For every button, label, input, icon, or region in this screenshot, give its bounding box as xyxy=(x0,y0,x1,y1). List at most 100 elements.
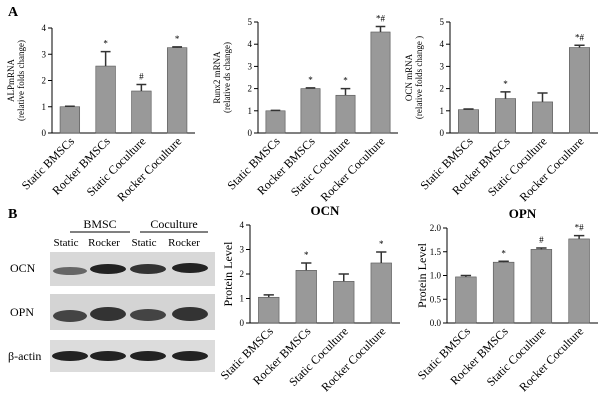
band xyxy=(172,307,208,321)
chart-title: OPN xyxy=(509,206,537,221)
panel-label: A xyxy=(8,5,19,20)
y-tick-label: 0 xyxy=(240,318,245,328)
annotation: * xyxy=(501,248,506,258)
error-bar xyxy=(172,46,183,48)
y-tick-label: 0 xyxy=(42,128,47,138)
bar xyxy=(455,276,477,324)
bands xyxy=(52,263,208,361)
bar xyxy=(300,88,321,134)
y-tick-label: 1.0 xyxy=(430,271,442,281)
band xyxy=(90,307,126,321)
y-axis-label: ALPmRNA xyxy=(6,59,16,103)
y-tick-label: 5 xyxy=(248,17,253,27)
y-tick-label: 1 xyxy=(440,106,445,116)
bar xyxy=(295,270,317,324)
error-bar xyxy=(537,92,548,102)
x-tick-label: Rocker Coculture xyxy=(318,324,388,394)
error-bar xyxy=(498,260,509,263)
error-bar xyxy=(375,25,386,32)
bar xyxy=(95,65,116,134)
blot-group: Coculture xyxy=(150,217,197,231)
y-tick-label: 1 xyxy=(42,102,47,112)
y-axis-label: (relative ds change) xyxy=(222,42,232,113)
error-bar xyxy=(340,87,351,96)
blot-row: β-actin xyxy=(8,349,41,363)
y-tick-label: 3 xyxy=(248,61,253,71)
bar xyxy=(568,238,590,324)
bar xyxy=(569,47,590,134)
blot-lane: Static xyxy=(131,237,156,249)
bar xyxy=(492,261,515,324)
bar xyxy=(370,31,391,134)
annotation: * xyxy=(175,34,180,44)
annotation: * xyxy=(503,79,508,89)
blot: BMSC Coculture Static Rocker Static Rock… xyxy=(8,217,215,372)
error-bar xyxy=(136,83,147,91)
band xyxy=(53,310,87,322)
error-bar xyxy=(64,105,75,107)
annotation: * xyxy=(308,75,313,85)
y-tick-label: 4 xyxy=(42,23,47,33)
error-bar xyxy=(500,91,511,99)
error-bar xyxy=(100,50,111,67)
bar xyxy=(131,90,152,134)
blot-group: BMSC xyxy=(83,217,116,231)
y-tick-label: 2 xyxy=(42,76,47,86)
y-tick-label: 0 xyxy=(440,128,445,138)
error-bar xyxy=(574,44,585,48)
annotation: *# xyxy=(575,223,585,233)
error-bar xyxy=(301,262,312,271)
band xyxy=(130,351,166,361)
y-tick-label: 1.5 xyxy=(430,247,442,257)
blot-lane: Rocker xyxy=(168,237,200,249)
y-axis-label: Protein Level xyxy=(415,242,429,308)
bar xyxy=(265,110,286,134)
bar xyxy=(458,109,479,134)
band xyxy=(52,351,88,361)
band xyxy=(90,264,126,274)
y-tick-label: 2 xyxy=(248,84,253,94)
chart-title: OCN xyxy=(311,203,341,218)
error-bar xyxy=(463,108,474,110)
y-tick-label: 0 xyxy=(248,128,253,138)
blot-row: OPN xyxy=(10,305,34,319)
blot-row: OCN xyxy=(10,261,36,275)
x-tick-label: Rocker Coculture xyxy=(517,134,587,204)
y-tick-label: 1 xyxy=(240,294,245,304)
bar xyxy=(335,94,356,134)
error-bar xyxy=(573,234,585,239)
band xyxy=(90,351,126,361)
y-tick-label: 3 xyxy=(440,61,445,71)
panel-label: B xyxy=(8,207,17,222)
band xyxy=(53,267,87,275)
error-bar xyxy=(460,274,472,277)
bar xyxy=(495,98,516,134)
bar xyxy=(166,47,188,134)
band xyxy=(172,351,208,361)
annotation: # xyxy=(539,235,544,245)
y-axis-label: Protein Level xyxy=(221,241,235,307)
y-tick-label: 1 xyxy=(248,106,253,116)
x-tick-label: Rocker Coculture xyxy=(114,134,184,204)
error-bar xyxy=(263,294,274,298)
y-tick-label: 3 xyxy=(42,49,47,59)
annotation: *# xyxy=(376,13,386,23)
band xyxy=(172,263,208,273)
bar xyxy=(59,106,81,134)
annotation: * xyxy=(343,76,348,86)
y-tick-label: 2 xyxy=(440,84,445,94)
error-bar xyxy=(376,251,387,263)
y-axis-label: (relative folds change ) xyxy=(414,36,424,119)
y-tick-label: 4 xyxy=(248,39,253,49)
annotation: *# xyxy=(575,32,585,42)
bar xyxy=(370,262,392,324)
error-bar xyxy=(305,87,316,89)
annotation: # xyxy=(139,71,144,81)
error-bar xyxy=(536,247,547,250)
y-tick-label: 3 xyxy=(240,245,245,255)
y-tick-label: 5 xyxy=(440,17,445,27)
y-axis-label: Runx2 mRNA xyxy=(212,51,222,104)
y-tick-label: 0.0 xyxy=(430,318,442,328)
y-tick-label: 0.5 xyxy=(430,294,442,304)
